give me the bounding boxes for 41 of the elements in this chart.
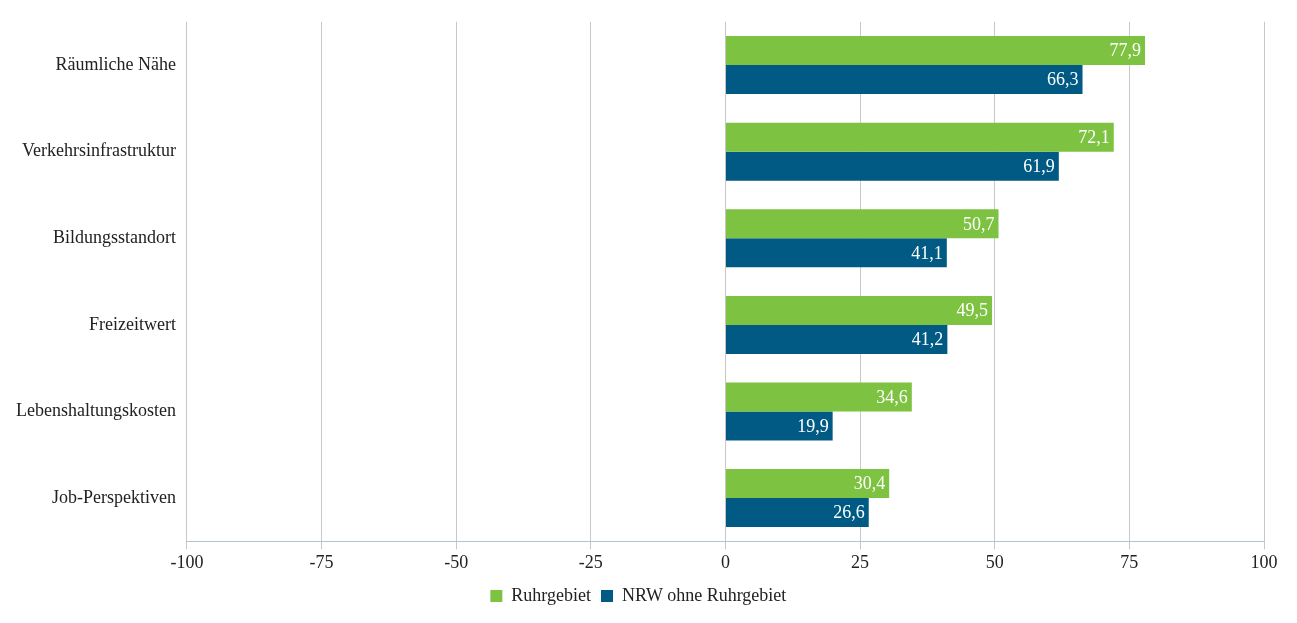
data-label: 26,6 xyxy=(833,502,865,523)
y-tick-label: Verkehrsinfrastruktur xyxy=(22,140,176,161)
bar xyxy=(725,209,999,239)
bar xyxy=(725,65,1083,95)
bar xyxy=(725,382,912,412)
bar xyxy=(725,295,993,325)
bar xyxy=(725,36,1145,66)
data-label: 41,2 xyxy=(911,329,944,350)
data-label: 72,1 xyxy=(1078,126,1110,147)
bar xyxy=(725,238,947,268)
data-label: 41,1 xyxy=(911,242,943,263)
data-label: 50,7 xyxy=(963,213,995,234)
y-tick-label: Freizeitwert xyxy=(89,313,176,334)
data-label: 30,4 xyxy=(853,473,886,494)
y-tick-label: Räumliche Nähe xyxy=(55,53,176,74)
y-tick-label: Lebenshaltungskosten xyxy=(15,400,176,421)
data-label: 34,6 xyxy=(876,386,908,407)
data-label: 66,3 xyxy=(1047,69,1079,90)
bar xyxy=(725,411,833,441)
bar xyxy=(725,151,1059,181)
x-tick-label: 50 xyxy=(985,551,1004,572)
x-tick-label: 25 xyxy=(851,551,870,572)
x-tick-label: -75 xyxy=(309,551,334,572)
legend-label: Ruhrgebiet xyxy=(511,584,592,605)
bar xyxy=(725,469,890,499)
data-label: 49,5 xyxy=(956,300,989,321)
data-label: 61,9 xyxy=(1023,155,1055,176)
x-tick-label: -50 xyxy=(444,551,469,572)
legend-label: NRW ohne Ruhrgebiet xyxy=(622,584,787,605)
x-tick-label: 0 xyxy=(720,551,730,572)
y-tick-label: Bildungsstandort xyxy=(52,227,176,248)
x-tick-label: 75 xyxy=(1120,551,1139,572)
x-tick-label: 100 xyxy=(1250,551,1278,572)
data-label: 77,9 xyxy=(1109,40,1141,61)
x-tick-label: -100 xyxy=(170,551,204,572)
bar xyxy=(725,324,948,354)
data-label: 19,9 xyxy=(797,415,829,436)
bar xyxy=(725,122,1114,152)
y-tick-label: Job-Perspektiven xyxy=(51,486,176,507)
x-tick-label: -25 xyxy=(578,551,603,572)
bar xyxy=(725,498,869,528)
